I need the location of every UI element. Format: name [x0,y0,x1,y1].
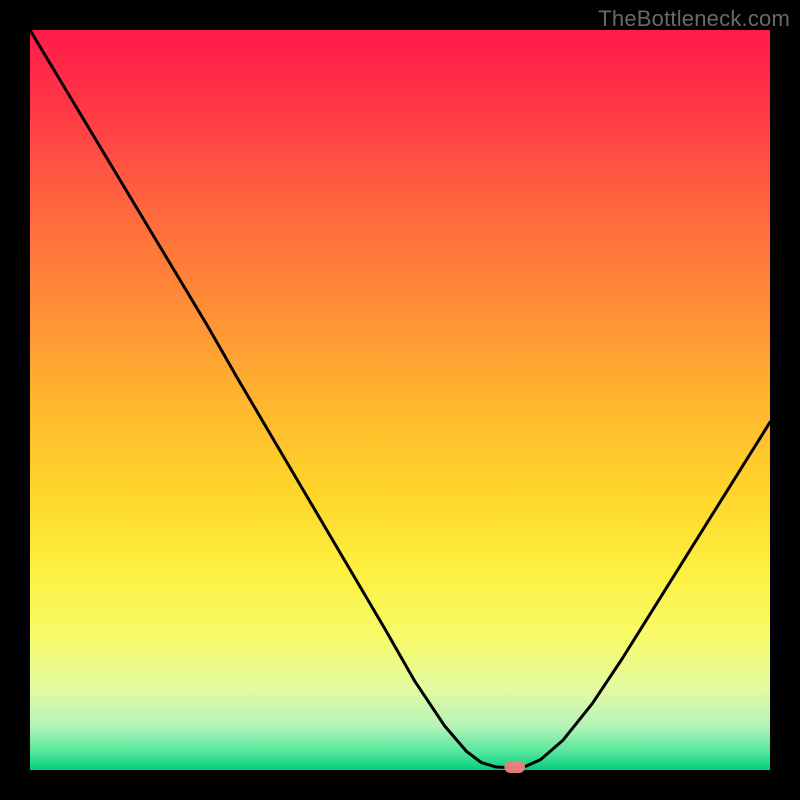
bottleneck-chart [0,0,800,800]
optimal-marker [504,761,525,773]
gradient-background [30,30,770,770]
chart-frame: TheBottleneck.com [0,0,800,800]
source-watermark: TheBottleneck.com [598,6,790,32]
